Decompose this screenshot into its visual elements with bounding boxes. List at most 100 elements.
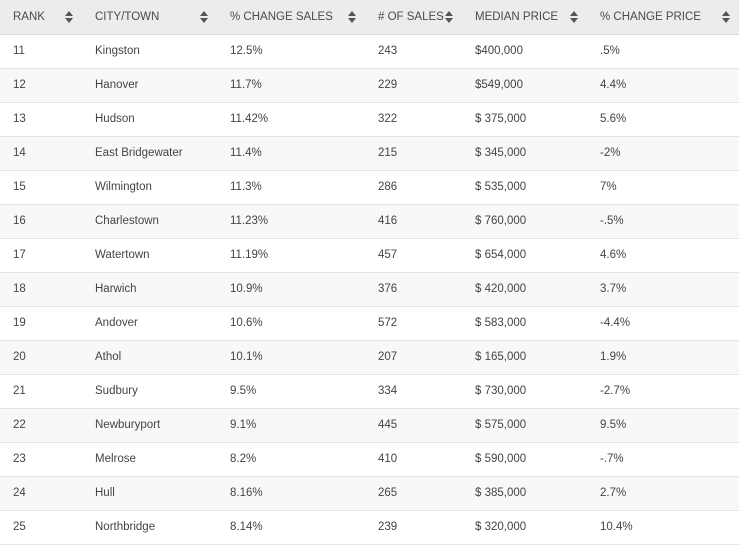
header-median-price[interactable]: MEDIAN PRICE: [462, 0, 587, 35]
cell-city: Hull: [82, 476, 217, 511]
table-row: 12 Hanover 11.7% 229 $549,000 4.4%: [0, 68, 739, 103]
header-num-sales[interactable]: # OF SALES: [365, 0, 462, 35]
cell-num-sales: 334: [365, 374, 462, 409]
header-label: % CHANGE PRICE: [600, 10, 701, 23]
cell-rank: 12: [0, 68, 82, 103]
cell-median-price: $ 385,000: [462, 476, 587, 511]
cell-num-sales: 376: [365, 272, 462, 307]
cell-median-price: $ 654,000: [462, 238, 587, 273]
cell-change-sales: 9.1%: [217, 408, 365, 443]
cell-num-sales: 207: [365, 340, 462, 375]
cell-change-sales: 10.1%: [217, 340, 365, 375]
cell-city: Wilmington: [82, 170, 217, 205]
cell-median-price: $400,000: [462, 34, 587, 69]
cell-num-sales: 239: [365, 510, 462, 545]
cell-num-sales: 410: [365, 442, 462, 477]
cell-num-sales: 265: [365, 476, 462, 511]
cell-change-sales: 8.2%: [217, 442, 365, 477]
table-row: 11 Kingston 12.5% 243 $400,000.5%: [0, 34, 739, 69]
header-change-sales[interactable]: % CHANGE SALES: [217, 0, 365, 35]
cell-change-sales: 8.16%: [217, 476, 365, 511]
cell-change-sales: 12.5%: [217, 34, 365, 69]
cell-median-price: $549,000: [462, 68, 587, 103]
cell-change-sales: 11.19%: [217, 238, 365, 273]
cell-median-price: $ 345,000: [462, 136, 587, 171]
cell-change-price: -.5%: [587, 204, 739, 239]
sort-icon[interactable]: [722, 10, 730, 23]
sort-icon[interactable]: [445, 10, 453, 23]
cell-num-sales: 416: [365, 204, 462, 239]
cell-median-price: $ 165,000: [462, 340, 587, 375]
cell-median-price: $ 320,000: [462, 510, 587, 545]
header-label: RANK: [13, 10, 45, 23]
cell-rank: 16: [0, 204, 82, 239]
cell-num-sales: 229: [365, 68, 462, 103]
cell-city: Hanover: [82, 68, 217, 103]
cell-city: Kingston: [82, 34, 217, 69]
table-row: 25 Northbridge 8.14% 239 $ 320,000 10.4%: [0, 510, 739, 545]
table-row: 17 Watertown 11.19% 457 $ 654,000 4.6%: [0, 238, 739, 273]
cell-change-sales: 11.42%: [217, 102, 365, 137]
cell-num-sales: 445: [365, 408, 462, 443]
cell-city: Northbridge: [82, 510, 217, 545]
table-row: 16 Charlestown 11.23% 416 $ 760,000 -.5%: [0, 204, 739, 239]
table-row: 14 East Bridgewater 11.4% 215 $ 345,000 -2%: [0, 136, 739, 171]
cell-rank: 20: [0, 340, 82, 375]
cell-rank: 14: [0, 136, 82, 171]
cell-rank: 25: [0, 510, 82, 545]
cell-change-price: 4.4%: [587, 68, 739, 103]
sort-icon[interactable]: [65, 10, 73, 23]
cell-change-price: -4.4%: [587, 306, 739, 341]
cell-change-price: -2.7%: [587, 374, 739, 409]
header-city[interactable]: CITY/TOWN: [82, 0, 217, 35]
cell-median-price: $ 535,000: [462, 170, 587, 205]
cell-city: Charlestown: [82, 204, 217, 239]
cell-rank: 18: [0, 272, 82, 307]
cell-change-price: -.7%: [587, 442, 739, 477]
cell-change-price: 9.5%: [587, 408, 739, 443]
table-row: 20 Athol 10.1% 207 $ 165,000 1.9%: [0, 340, 739, 375]
sort-icon[interactable]: [200, 10, 208, 23]
cell-median-price: $ 575,000: [462, 408, 587, 443]
cell-rank: 17: [0, 238, 82, 273]
header-rank[interactable]: RANK: [0, 0, 82, 35]
cell-median-price: $ 375,000: [462, 102, 587, 137]
cell-median-price: $ 420,000: [462, 272, 587, 307]
table-row: 23 Melrose 8.2% 410 $ 590,000 -.7%: [0, 442, 739, 477]
cell-change-price: 2.7%: [587, 476, 739, 511]
cell-num-sales: 215: [365, 136, 462, 171]
cell-city: Hudson: [82, 102, 217, 137]
table-row: 24 Hull 8.16% 265 $ 385,000 2.7%: [0, 476, 739, 511]
header-change-price[interactable]: % CHANGE PRICE: [587, 0, 739, 35]
cell-change-sales: 11.3%: [217, 170, 365, 205]
cell-city: Watertown: [82, 238, 217, 273]
header-row: RANK CITY/TOWN % CHANGE SALES # OF SALES…: [0, 0, 739, 35]
header-label: % CHANGE SALES: [230, 10, 333, 23]
cell-city: Andover: [82, 306, 217, 341]
header-label: # OF SALES: [378, 10, 444, 23]
cell-change-price: 7%: [587, 170, 739, 205]
cell-rank: 15: [0, 170, 82, 205]
cell-city: East Bridgewater: [82, 136, 217, 171]
cell-city: Melrose: [82, 442, 217, 477]
cell-change-price: .5%: [587, 34, 739, 69]
header-label: CITY/TOWN: [95, 10, 160, 23]
cell-rank: 24: [0, 476, 82, 511]
cell-change-sales: 9.5%: [217, 374, 365, 409]
table-row: 15 Wilmington 11.3% 286 $ 535,000 7%: [0, 170, 739, 205]
cell-city: Newburyport: [82, 408, 217, 443]
cell-change-sales: 10.9%: [217, 272, 365, 307]
cell-city: Harwich: [82, 272, 217, 307]
cell-num-sales: 286: [365, 170, 462, 205]
table-row: 21 Sudbury 9.5% 334 $ 730,000 -2.7%: [0, 374, 739, 409]
cell-city: Athol: [82, 340, 217, 375]
cell-median-price: $ 583,000: [462, 306, 587, 341]
table-header: RANK CITY/TOWN % CHANGE SALES # OF SALES…: [0, 0, 739, 35]
sort-icon[interactable]: [570, 10, 578, 23]
cell-change-price: 3.7%: [587, 272, 739, 307]
table-row: 13 Hudson 11.42% 322 $ 375,000 5.6%: [0, 102, 739, 137]
cell-median-price: $ 760,000: [462, 204, 587, 239]
table-row: 19 Andover 10.6% 572 $ 583,000 -4.4%: [0, 306, 739, 341]
sort-icon[interactable]: [348, 10, 356, 23]
